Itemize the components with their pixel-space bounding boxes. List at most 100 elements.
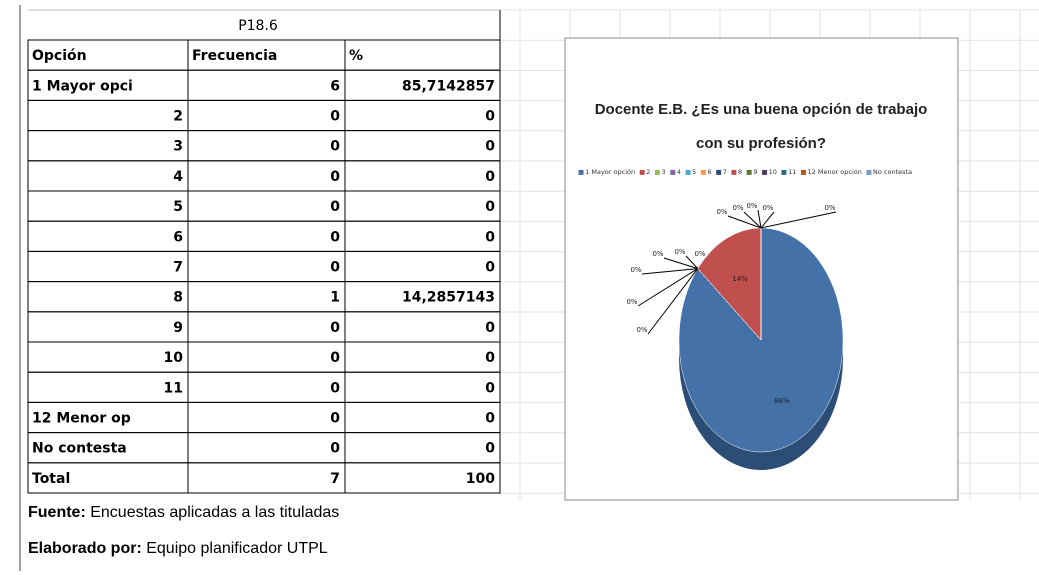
table-cell: 3	[173, 139, 183, 155]
table-cell: 0	[485, 109, 495, 125]
legend-entry: 6	[707, 168, 711, 176]
data-label: 14%	[732, 275, 748, 283]
source-label: Fuente:	[28, 504, 86, 521]
data-label: 0%	[694, 250, 705, 258]
leader-line	[760, 211, 775, 229]
table-cell: 0	[330, 260, 340, 276]
table-cell: 0	[485, 199, 495, 215]
table-cell: 12 Menor op	[32, 411, 131, 427]
legend-swatch: ■	[781, 168, 787, 176]
table-cell: 0	[485, 169, 495, 185]
source-text: Encuestas aplicadas a las tituladas	[90, 504, 339, 521]
legend-entry: 8	[738, 168, 742, 176]
legend-entry: 4	[677, 168, 681, 176]
chart-title-line: Docente E.B. ¿Es una buena opción de tra…	[595, 101, 928, 118]
table-cell: 4	[173, 169, 183, 185]
author: Elaborado por: Equipo planificador UTPL	[28, 540, 328, 557]
table-cell: 0	[485, 380, 495, 396]
table-cell: 0	[330, 350, 340, 366]
table-cell: 2	[173, 109, 183, 125]
table-title: P18.6	[238, 18, 278, 34]
leader-line	[727, 215, 762, 229]
data-label: 0%	[732, 204, 743, 212]
table-cell: 0	[330, 441, 340, 457]
author-label: Elaborado por:	[28, 540, 142, 557]
source: Fuente: Encuestas aplicadas a las titula…	[28, 504, 339, 521]
table-cell: %	[349, 48, 363, 64]
legend-entry: 2	[646, 168, 650, 176]
leader-line	[685, 255, 699, 269]
legend-entry: 9	[753, 168, 757, 176]
chart-title-line: con su profesión?	[696, 135, 826, 152]
table-cell: 6	[173, 229, 183, 245]
table-cell: 0	[485, 139, 495, 155]
data-label: 0%	[630, 266, 641, 274]
table-cell: 5	[173, 199, 183, 215]
table-cell: 0	[330, 169, 340, 185]
legend-entry: 10	[769, 168, 777, 176]
legend-entry: 12 Menor opción	[808, 168, 862, 176]
table-cell: 0	[485, 260, 495, 276]
table-cell: 0	[330, 380, 340, 396]
table: Opción Frecuencia % 1 Mayor opci 6 85,7142857…	[27, 9, 501, 494]
table-cell: 0	[485, 411, 495, 427]
legend-swatch: ■	[746, 168, 752, 176]
table-row	[27, 462, 501, 494]
leader-line	[637, 268, 699, 307]
table-cell: 14,2857143	[402, 290, 495, 306]
legend-swatch: ■	[654, 168, 660, 176]
table-cell: 0	[485, 441, 495, 457]
data-label: 0%	[626, 298, 637, 306]
data-label: 0%	[746, 202, 757, 210]
legend-swatch: ■	[866, 168, 872, 176]
table-cell: 9	[173, 320, 183, 336]
leader-line	[641, 268, 698, 275]
table-cell: 0	[330, 411, 340, 427]
legend-entry: 3	[662, 168, 666, 176]
table-cell: 0	[330, 320, 340, 336]
legend-swatch: ■	[670, 168, 676, 176]
table-cell: 0	[485, 320, 495, 336]
table-cell: 7	[330, 471, 340, 487]
legend-swatch: ■	[716, 168, 722, 176]
legend: ■1 Mayor opción ■2 ■3 ■4 ■5 ■6 ■7 ■8 ■9 ■10 ■11 ■12…	[578, 168, 912, 176]
chart: Docente E.B. ¿Es una buena opción de tra…	[578, 101, 927, 470]
legend-entry: No contesta	[873, 168, 912, 176]
table-cell: 10	[164, 350, 184, 366]
table-cell: 0	[330, 199, 340, 215]
table-cell: 11	[164, 380, 183, 396]
legend-swatch: ■	[700, 168, 706, 176]
leader-line	[647, 268, 699, 335]
leader-line	[743, 211, 762, 229]
chart-title: Docente E.B. ¿Es una buena opción de tra…	[595, 101, 928, 152]
table-cell: No contesta	[32, 441, 127, 457]
legend-swatch: ■	[685, 168, 691, 176]
legend-entry: 7	[723, 168, 727, 176]
table-cell: 0	[330, 109, 340, 125]
data-label: 0%	[636, 326, 647, 334]
legend-entry: 5	[692, 168, 696, 176]
table-cell: 0	[485, 350, 495, 366]
table-cell: 100	[466, 471, 495, 487]
legend-entry: 11	[788, 168, 796, 176]
data-label: 0%	[824, 204, 835, 212]
legend-swatch: ■	[761, 168, 767, 176]
legend-swatch: ■	[800, 168, 806, 176]
table-cell: 1	[330, 290, 340, 306]
data-label: 0%	[762, 204, 773, 212]
table-cell: 6	[330, 78, 340, 94]
leader-line	[663, 257, 698, 270]
table-cell: 1 Mayor opci	[32, 78, 133, 94]
data-label: 86%	[774, 397, 790, 405]
table-cell: 8	[173, 290, 183, 306]
table-cell: 0	[330, 229, 340, 245]
table-cell: 0	[485, 229, 495, 245]
data-label: 0%	[652, 250, 663, 258]
data-label: 0%	[716, 208, 727, 216]
legend-swatch: ■	[578, 168, 584, 176]
table-cell: 85,7142857	[402, 78, 495, 94]
table-cell: Frecuencia	[192, 48, 277, 64]
table-cell: Opción	[32, 48, 87, 64]
table-cell: Total	[32, 471, 70, 487]
